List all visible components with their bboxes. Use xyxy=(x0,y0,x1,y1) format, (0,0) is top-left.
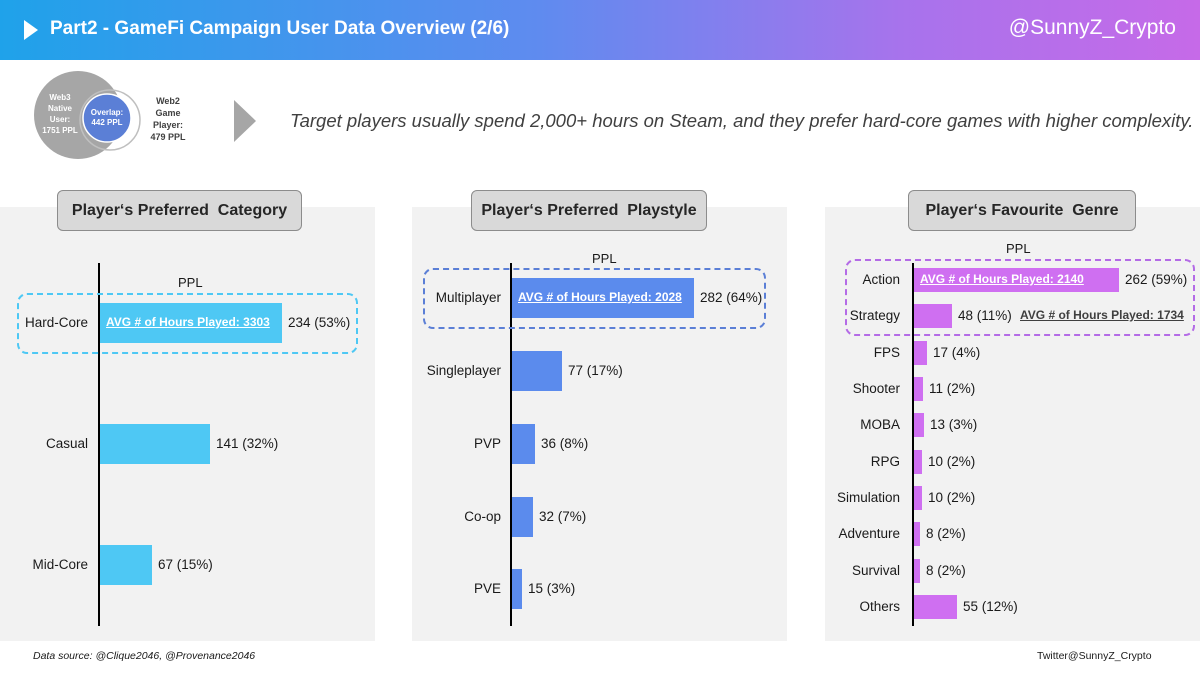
data-source-note: Data source: @Clique2046, @Provenance204… xyxy=(33,650,256,662)
category-label-hard-core: Hard-Core xyxy=(24,315,88,330)
bar-pvp xyxy=(512,424,535,464)
bar-simulation xyxy=(914,486,922,510)
genre-unit-label: PPL xyxy=(1006,241,1031,256)
value-label-action: 262 (59%) xyxy=(1125,272,1188,287)
bar-multiplayer xyxy=(512,278,694,318)
bar-adventure xyxy=(914,522,920,546)
insight-text: Target players usually spend 2,000+ hour… xyxy=(290,110,1194,131)
value-label-co-op: 32 (7%) xyxy=(539,509,587,524)
category-label-rpg: RPG xyxy=(870,454,900,469)
category-label-shooter: Shooter xyxy=(852,381,900,396)
action-strategy-highlight-box xyxy=(845,259,1195,336)
category-label-pve: PVE xyxy=(473,581,501,596)
avg-hours-annotation-multiplayer: AVG # of Hours Played: 2028 xyxy=(518,290,682,304)
value-label-hard-core: 234 (53%) xyxy=(288,315,351,330)
web2-circle xyxy=(79,89,141,151)
bar-fps xyxy=(914,341,927,365)
category-label-others: Others xyxy=(859,599,900,614)
bar-mid-core xyxy=(100,545,152,585)
value-label-strategy: 48 (11%) xyxy=(958,308,1012,323)
page-title: Part2 - GameFi Campaign User Data Overvi… xyxy=(50,18,510,39)
category-label-multiplayer: Multiplayer xyxy=(435,290,501,305)
playstyle-chart-title: Player‘s Preferred Playstyle xyxy=(471,190,707,231)
bar-others xyxy=(914,595,957,619)
category-label-survival: Survival xyxy=(851,563,900,578)
genre-axis xyxy=(912,263,914,626)
value-label-pvp: 36 (8%) xyxy=(541,436,589,451)
bar-strategy xyxy=(914,304,952,328)
category-axis xyxy=(98,263,100,626)
bar-shooter xyxy=(914,377,923,401)
value-label-moba: 13 (3%) xyxy=(930,417,978,432)
header-banner: Part2 - GameFi Campaign User Data Overvi… xyxy=(0,0,1200,60)
value-label-mid-core: 67 (15%) xyxy=(158,557,213,572)
category-label-moba: MOBA xyxy=(860,417,900,432)
multiplayer-highlight-box xyxy=(423,268,766,329)
value-label-pve: 15 (3%) xyxy=(528,581,576,596)
play-arrow-icon xyxy=(24,20,38,40)
category-label-action: Action xyxy=(862,272,900,287)
avg-hours-annotation-strategy: AVG # of Hours Played: 1734 xyxy=(1020,308,1184,322)
value-label-others: 55 (12%) xyxy=(963,599,1018,614)
category-unit-label: PPL xyxy=(178,275,203,290)
bar-casual xyxy=(100,424,210,464)
value-label-survival: 8 (2%) xyxy=(926,563,966,578)
category-label-singleplayer: Singleplayer xyxy=(426,363,501,378)
venn-diagram: Web3 Native User: 1751 PPL Overlap: 442 PPL … xyxy=(30,70,210,160)
web3-label: Web3 Native User: 1751 PPL xyxy=(42,93,78,135)
bar-singleplayer xyxy=(512,351,562,391)
twitter-credit: Twitter@SunnyZ_Crypto xyxy=(1037,650,1152,662)
overlap-label: Overlap: 442 PPL xyxy=(91,108,123,127)
category-label-pvp: PVP xyxy=(473,436,501,451)
value-label-casual: 141 (32%) xyxy=(216,436,279,451)
bar-survival xyxy=(914,559,920,583)
value-label-rpg: 10 (2%) xyxy=(928,454,976,469)
playstyle-unit-label: PPL xyxy=(592,251,617,266)
bar-pve xyxy=(512,569,522,609)
bar-co-op xyxy=(512,497,533,537)
category-label-simulation: Simulation xyxy=(836,490,900,505)
playstyle-axis xyxy=(510,263,512,626)
category-label-co-op: Co-op xyxy=(464,509,501,524)
category-chart-title: Player‘s Preferred Category xyxy=(57,190,302,231)
value-label-singleplayer: 77 (17%) xyxy=(568,363,623,378)
value-label-fps: 17 (4%) xyxy=(933,345,981,360)
genre-chart-title: Player‘s Favourite Genre xyxy=(908,190,1136,231)
bar-moba xyxy=(914,413,924,437)
arrow-right-icon xyxy=(234,100,256,142)
author-handle: @SunnyZ_Crypto xyxy=(1008,16,1176,39)
bar-rpg xyxy=(914,450,922,474)
category-label-strategy: Strategy xyxy=(849,308,900,323)
avg-hours-annotation-hard-core: AVG # of Hours Played: 3303 xyxy=(106,315,270,329)
value-label-simulation: 10 (2%) xyxy=(928,490,976,505)
web2-label: Web2 Game Player: 479 PPL xyxy=(150,96,186,142)
value-label-shooter: 11 (2%) xyxy=(929,381,976,396)
category-label-fps: FPS xyxy=(873,345,900,360)
category-label-mid-core: Mid-Core xyxy=(32,557,88,572)
hardcore-highlight-box xyxy=(17,293,358,354)
value-label-adventure: 8 (2%) xyxy=(926,526,966,541)
bar-hard-core xyxy=(100,303,282,343)
value-label-multiplayer: 282 (64%) xyxy=(700,290,763,305)
avg-hours-annotation-action: AVG # of Hours Played: 2140 xyxy=(920,272,1084,286)
overlap-circle xyxy=(82,93,132,143)
category-label-casual: Casual xyxy=(45,436,88,451)
bar-action xyxy=(914,268,1119,292)
category-label-adventure: Adventure xyxy=(838,526,900,541)
